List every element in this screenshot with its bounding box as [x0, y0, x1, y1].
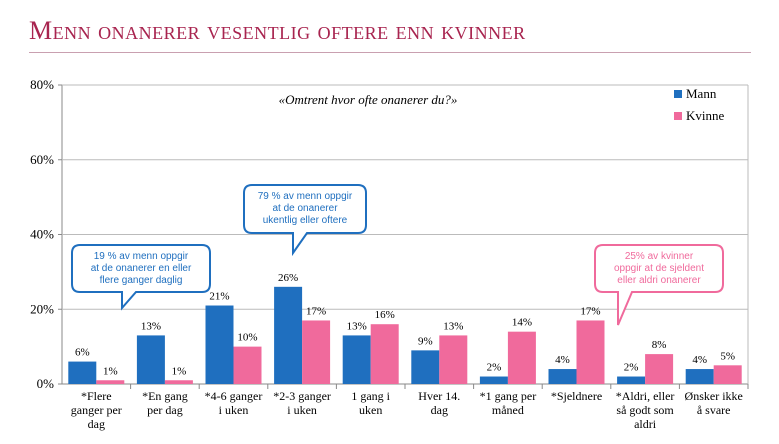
data-label: 14% [512, 317, 532, 329]
x-category-label: 1 gang i uken [351, 389, 390, 417]
data-label: 21% [209, 291, 229, 303]
callout-text: 19 % av menn oppgir at de onanerer en ell… [91, 251, 192, 286]
x-category-label: Hver 14. dag [418, 389, 460, 417]
callout-box [594, 244, 724, 326]
data-label: 8% [652, 339, 667, 351]
data-label: 2% [487, 362, 502, 374]
bar-kvinne [302, 320, 331, 384]
title-rule [29, 52, 751, 53]
x-category-label: *4-6 ganger i uken [205, 389, 263, 417]
legend-label-kvinne: Kvinne [686, 108, 725, 123]
bar-kvinne [233, 346, 262, 384]
callouts: 19 % av menn oppgir at de onanerer en ell… [71, 184, 724, 326]
x-category-label: Ønsker ikke å svare [685, 389, 743, 417]
y-tick-label: 0% [37, 376, 55, 391]
bar-mann [205, 305, 234, 384]
data-label: 4% [555, 354, 570, 366]
legend: Mann Kvinne [674, 86, 725, 123]
bar-mann [274, 286, 303, 384]
y-tick-label: 60% [30, 152, 54, 167]
data-label: 1% [172, 365, 187, 377]
callout-box [71, 244, 211, 311]
data-label: 2% [624, 362, 639, 374]
bar-kvinne [713, 365, 742, 384]
data-label: 17% [580, 305, 600, 317]
x-category-label: *En gang per dag [142, 389, 188, 417]
y-tick-label: 40% [30, 227, 54, 242]
bar-mann [411, 350, 440, 384]
data-label: 13% [443, 320, 463, 332]
bars: 6% 1% 13% 1% 21% 10% 26% 17% 13% 16% 9% 13% 2% 14% 4% 1… [68, 272, 742, 384]
bar-mann [479, 376, 508, 384]
legend-label-mann: Mann [686, 86, 717, 101]
bar-kvinne [164, 380, 193, 384]
bar-mann [136, 335, 165, 384]
data-label: 4% [692, 354, 707, 366]
x-category-label: *Flere ganger per dag [71, 389, 122, 431]
bar-kvinne [576, 320, 605, 384]
callout-text: 25% av kvinner oppgir at de sjeldent eller… [614, 251, 704, 286]
y-axis: 0% 20% 40% 60% 80% [30, 77, 748, 391]
data-label: 13% [347, 320, 367, 332]
data-label: 26% [278, 272, 298, 284]
x-category-label: *2-3 ganger i uken [273, 389, 331, 417]
x-category-label: *Sjeldnere [551, 389, 602, 403]
bar-kvinne [439, 335, 468, 384]
bar-mann [685, 369, 714, 384]
page-title: Menn onanerer vesentlig oftere enn kvinn… [29, 16, 526, 45]
bar-kvinne [370, 324, 399, 384]
y-tick-label: 20% [30, 301, 54, 316]
chart-subtitle: «Omtrent hvor ofte onanerer du?» [279, 92, 458, 107]
data-label: 5% [720, 350, 735, 362]
bar-mann [548, 369, 577, 384]
bar-mann [68, 361, 97, 384]
data-label: 16% [375, 309, 395, 321]
bar-kvinne [507, 331, 536, 384]
data-label: 10% [237, 332, 257, 344]
data-label: 9% [418, 335, 433, 347]
callout-box [243, 184, 367, 257]
y-tick-label: 80% [30, 77, 54, 92]
legend-swatch-mann [674, 90, 682, 98]
x-category-label: *Aldri, eller så godt som aldri [616, 389, 675, 431]
x-category-label: *1 gang per måned [480, 389, 537, 417]
legend-swatch-kvinne [674, 112, 682, 120]
data-label: 6% [75, 347, 90, 359]
data-label: 17% [306, 305, 326, 317]
x-axis: *Flere ganger per dag *En gang per dag *4-6 g… [71, 384, 749, 431]
bar-kvinne [96, 380, 125, 384]
bar-kvinne [645, 354, 674, 384]
data-label: 13% [141, 320, 161, 332]
data-label: 1% [103, 365, 118, 377]
callout-text: 79 % av menn oppgir at de onanerer ukentli… [258, 191, 353, 226]
bar-mann [617, 376, 646, 384]
bar-mann [342, 335, 371, 384]
